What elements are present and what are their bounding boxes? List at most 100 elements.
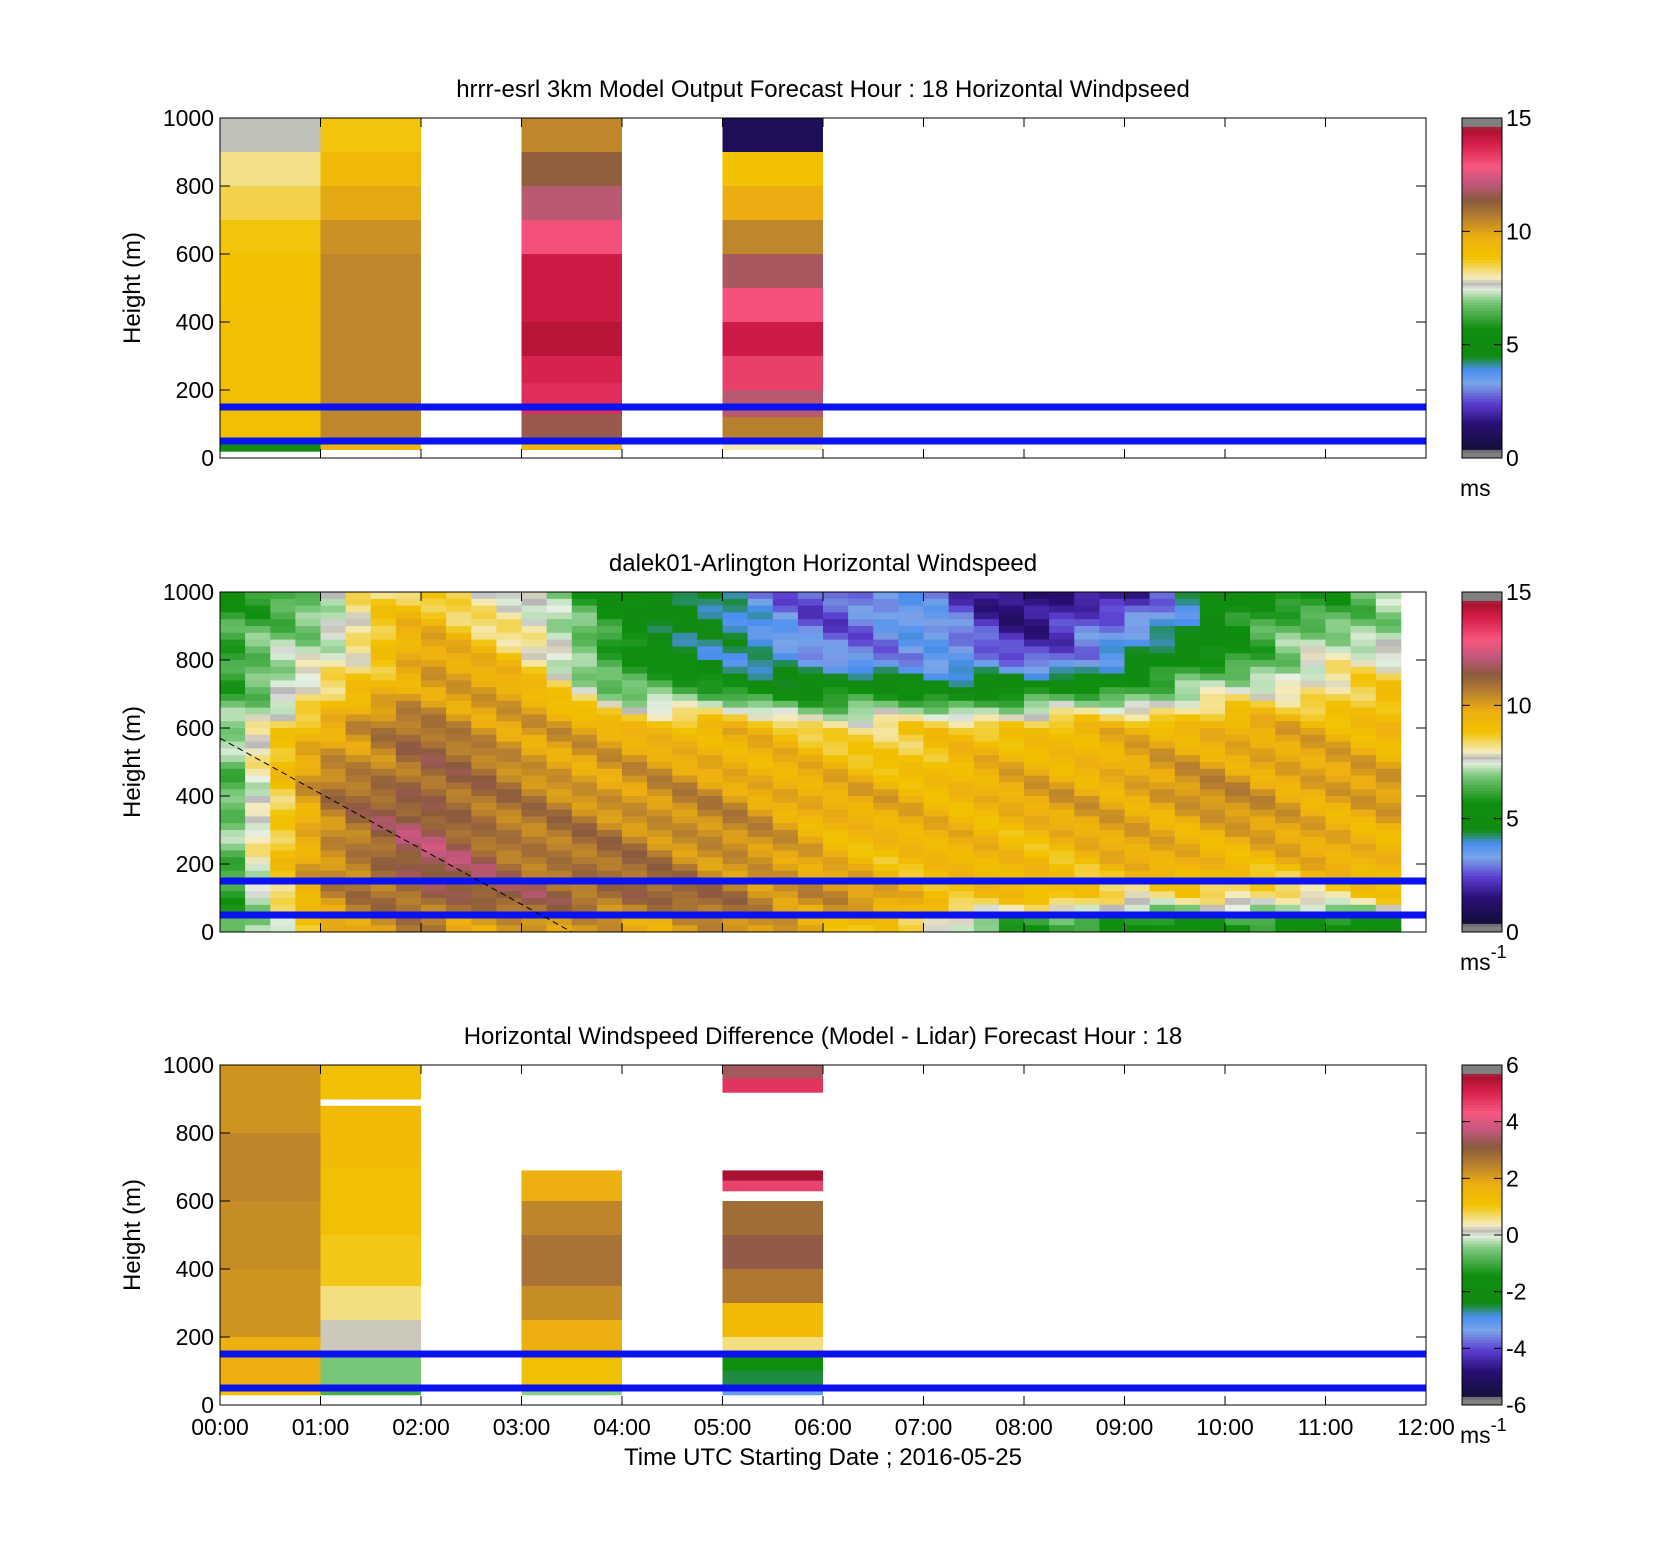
heatmap-cell <box>270 714 296 722</box>
colorbar-segment <box>1462 764 1502 769</box>
heatmap-cell <box>220 775 246 783</box>
x-tick-label: 07:00 <box>895 1414 953 1440</box>
heatmap-cell <box>1149 898 1176 906</box>
heatmap-cell <box>1074 741 1100 749</box>
heatmap-cell <box>270 775 296 783</box>
heatmap-cell <box>395 925 422 932</box>
heatmap-cell <box>220 816 246 824</box>
colorbar-tick-label: -2 <box>1506 1279 1526 1305</box>
heatmap-cell <box>1199 687 1226 695</box>
heatmap-cell <box>1325 857 1351 865</box>
heatmap-cell <box>772 721 799 729</box>
colorbar-unit-label: ms <box>1460 475 1491 501</box>
colorbar-segment <box>1462 319 1502 323</box>
heatmap-cell <box>295 748 321 756</box>
heatmap-cell <box>1250 755 1276 763</box>
heatmap-cell <box>596 734 623 742</box>
heatmap-cell <box>1024 605 1050 613</box>
heatmap-cell <box>898 700 924 708</box>
heatmap-cell <box>1174 728 1201 736</box>
colorbar-segment <box>1462 759 1502 763</box>
heatmap-cell <box>1124 653 1150 661</box>
heatmap-cell <box>1375 864 1402 872</box>
colorbar-segment <box>1462 1070 1502 1074</box>
colorbar-segment <box>1462 140 1502 144</box>
heatmap-cell <box>320 612 346 620</box>
heatmap-cell <box>973 700 1000 708</box>
colorbar-segment <box>1462 302 1502 306</box>
heatmap-cell <box>471 762 497 770</box>
heatmap-cell <box>446 830 472 838</box>
heatmap-cell <box>873 632 899 640</box>
heatmap-cell <box>521 632 547 640</box>
heatmap-cell <box>1250 626 1276 634</box>
heatmap-cell <box>647 619 673 627</box>
colorbar-segment <box>1462 225 1502 229</box>
heatmap-cell <box>1375 782 1402 790</box>
heatmap-cell <box>1049 816 1075 824</box>
heatmap-cell <box>772 660 799 668</box>
y-tick-label: 0 <box>201 919 214 945</box>
heatmap-cell <box>596 694 623 702</box>
colorbar-segment <box>1462 149 1502 153</box>
heatmap-cell <box>722 904 748 912</box>
heatmap-cell <box>1325 605 1351 613</box>
y-tick-label: 400 <box>176 309 214 335</box>
heatmap-cell <box>622 612 648 620</box>
heatmap-cell <box>546 598 573 606</box>
heatmap-cell <box>797 666 824 674</box>
heatmap-cell <box>446 700 472 708</box>
heatmap-cell <box>446 768 472 776</box>
heatmap-cell <box>898 925 924 932</box>
heatmap-cell <box>546 782 573 790</box>
heatmap-cell <box>998 870 1025 878</box>
colorbar-segment <box>1462 1178 1502 1182</box>
heatmap-cell <box>697 891 723 899</box>
heatmap-cell <box>1099 762 1125 770</box>
heatmap-cell <box>446 857 472 865</box>
heatmap-cell <box>1325 904 1351 912</box>
heatmap-cell <box>1149 925 1176 932</box>
heatmap-cell <box>622 857 648 865</box>
heatmap-cell <box>320 680 346 688</box>
heatmap-cell <box>370 891 397 899</box>
y-tick-label: 800 <box>176 1120 214 1146</box>
heatmap-cell <box>722 118 823 153</box>
heatmap-cell <box>898 830 924 838</box>
heatmap-cell <box>345 857 372 865</box>
heatmap-cell <box>1275 891 1301 899</box>
colorbar-segment <box>1462 626 1502 630</box>
colorbar-segment <box>1462 827 1502 831</box>
heatmap-cell <box>320 1320 421 1352</box>
colorbar-segment <box>1462 858 1502 862</box>
heatmap-cell <box>1250 748 1276 756</box>
heatmap-cell <box>220 870 246 878</box>
colorbar-segment <box>1462 1249 1502 1253</box>
colorbar-segment <box>1462 654 1502 658</box>
heatmap-cell <box>320 1167 421 1236</box>
heatmap-cell <box>1024 619 1050 627</box>
heatmap-cell <box>1225 870 1251 878</box>
heatmap-cell <box>446 673 472 681</box>
heatmap-cell <box>596 612 623 620</box>
heatmap-cell <box>1300 925 1326 932</box>
colorbar-segment <box>1462 307 1502 312</box>
heatmap-cell <box>797 605 824 613</box>
heatmap-cell <box>1275 802 1301 810</box>
colorbar-segment <box>1462 1218 1502 1222</box>
heatmap-cell <box>1174 891 1201 899</box>
heatmap-cell <box>1250 721 1276 729</box>
heatmap-cell <box>998 728 1025 736</box>
heatmap-cell <box>270 755 296 763</box>
heatmap-cell <box>596 632 623 640</box>
heatmap-cell <box>345 707 372 715</box>
heatmap-cell <box>1124 598 1150 606</box>
heatmap-cell <box>697 700 723 708</box>
heatmap-cell <box>1350 646 1377 654</box>
heatmap-cell <box>320 823 346 831</box>
heatmap-cell <box>973 768 1000 776</box>
heatmap-cell <box>1049 762 1075 770</box>
heatmap-cell <box>1225 612 1251 620</box>
heatmap-cell <box>722 864 748 872</box>
heatmap-cell <box>320 1065 421 1100</box>
